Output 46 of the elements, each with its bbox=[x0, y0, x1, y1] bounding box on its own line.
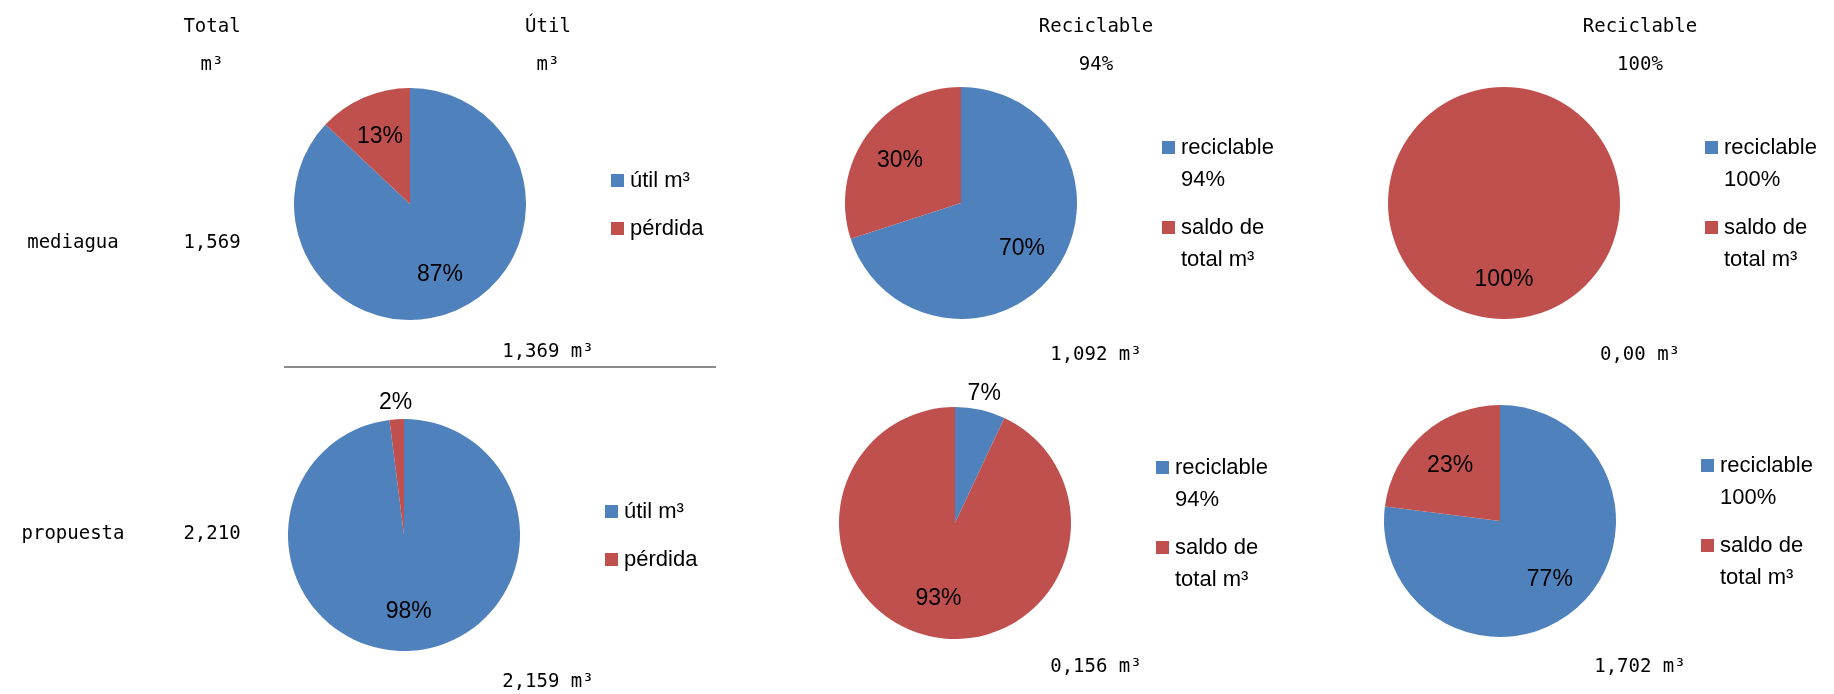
chart-title: Útil m³ bbox=[525, 14, 571, 74]
text: 1,569 bbox=[183, 230, 241, 252]
data-label: 93% bbox=[915, 583, 962, 610]
pie-slice bbox=[288, 419, 520, 651]
text: 1,092 m³ bbox=[1050, 342, 1142, 364]
legend-label: saldo de total m³ bbox=[1175, 533, 1260, 593]
data-label: 30% bbox=[876, 145, 924, 172]
data-label: 100% bbox=[1474, 265, 1534, 292]
data-label: 13% bbox=[357, 121, 404, 148]
pie-slice bbox=[850, 87, 1077, 319]
legend-label: pérdida bbox=[624, 545, 698, 573]
legend-label: saldo de total m³ bbox=[1720, 531, 1805, 591]
pie-slice bbox=[839, 407, 1071, 639]
text: 2,210 bbox=[183, 521, 241, 543]
legend-label: útil m³ bbox=[630, 166, 690, 194]
text: Total m³ bbox=[183, 14, 241, 74]
chart-title: Reciclable 100% bbox=[1582, 14, 1698, 74]
pie-slice bbox=[325, 88, 410, 204]
text: 0,156 m³ bbox=[1050, 654, 1142, 676]
text: 1,369 m³ bbox=[502, 339, 594, 361]
legend-label: reciclable 94% bbox=[1175, 453, 1269, 513]
legend-label: reciclable 100% bbox=[1720, 451, 1814, 511]
chart-title: Reciclable 94% bbox=[1038, 14, 1154, 74]
data-label: 70% bbox=[998, 234, 1046, 261]
legend-label: útil m³ bbox=[624, 497, 684, 525]
data-label: 77% bbox=[1526, 564, 1573, 591]
data-label: 23% bbox=[1427, 451, 1474, 478]
text: propuesta bbox=[21, 521, 125, 543]
data-label: 87% bbox=[416, 260, 463, 287]
text: mediagua bbox=[27, 230, 119, 252]
data-label: 7% bbox=[967, 379, 1001, 406]
data-label: 98% bbox=[385, 597, 432, 624]
legend-label: pérdida bbox=[630, 214, 704, 242]
legend-label: reciclable 100% bbox=[1724, 133, 1818, 193]
legend-label: reciclable 94% bbox=[1181, 133, 1275, 193]
pie-slice bbox=[845, 87, 961, 239]
legend-label: saldo de total m³ bbox=[1724, 213, 1809, 273]
text: 1,702 m³ bbox=[1594, 654, 1686, 676]
pie-slice bbox=[1384, 405, 1500, 521]
pie-slice bbox=[294, 88, 526, 320]
data-label: 2% bbox=[378, 388, 413, 415]
legend-label: saldo de total m³ bbox=[1181, 213, 1266, 273]
pie-slice bbox=[1384, 405, 1616, 637]
pie-slice bbox=[955, 407, 1005, 523]
text: 0,00 m³ bbox=[1599, 342, 1681, 364]
text: 2,159 m³ bbox=[502, 669, 594, 691]
